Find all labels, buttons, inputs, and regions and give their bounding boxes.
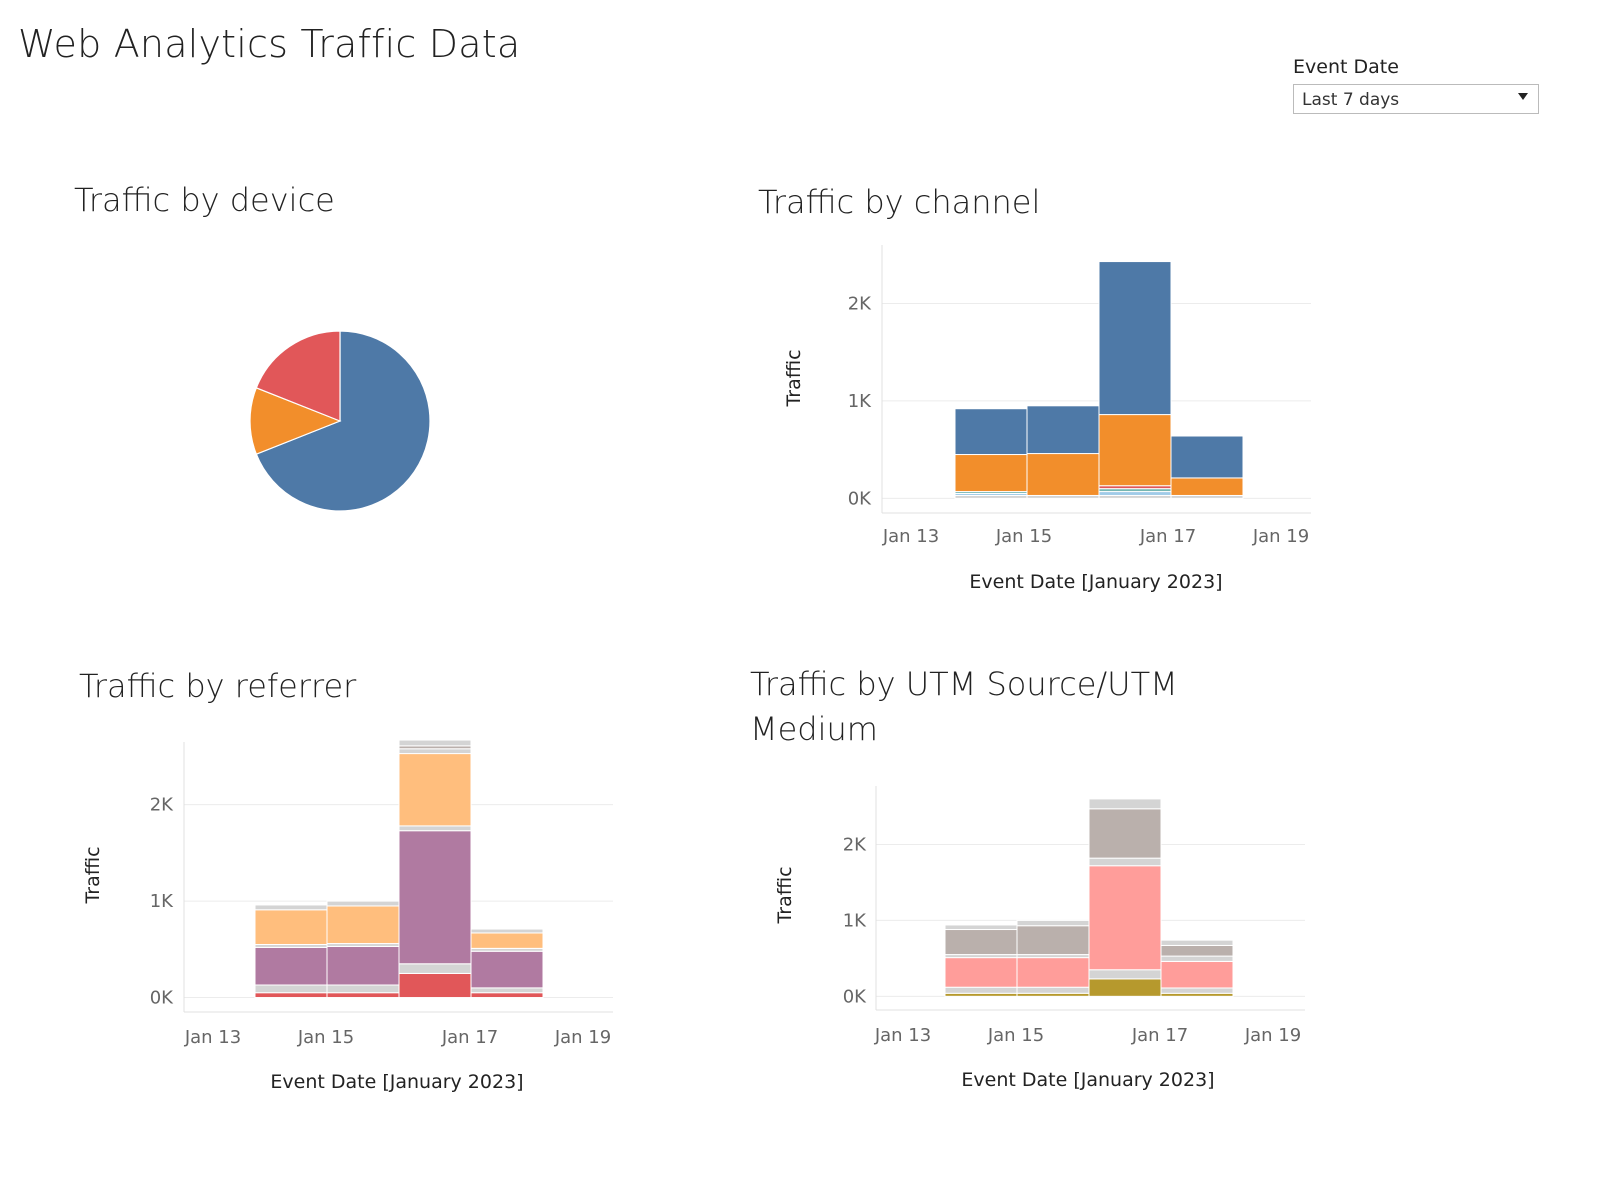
referrer-x-tick-label: Jan 17: [441, 1027, 498, 1048]
utm-x-tick-label: Jan 19: [1244, 1025, 1301, 1046]
referrer-bar-2-segment-2: [398, 830, 472, 965]
utm-bar-0-segment-5: [944, 924, 1018, 931]
referrer-bar-0-segment-1: [254, 984, 328, 994]
referrer-bar-0-segment-2: [254, 946, 328, 986]
referrer-bar-1-segment-5: [326, 900, 400, 907]
referrer-bar-1-segment-1: [326, 984, 400, 994]
utm-bar-2-segment-1: [1088, 969, 1162, 980]
utm-bar-1-segment-1: [1016, 986, 1090, 994]
utm-x-tick-label: Jan 15: [987, 1025, 1044, 1046]
channel-bar-3-segment-5: [1170, 435, 1244, 479]
channel-x-tick-label: Jan 13: [882, 526, 939, 547]
referrer-x-tick-label: Jan 13: [184, 1027, 241, 1048]
utm-y-tick-label: 0K: [843, 986, 867, 1007]
channel-bar-1-segment-4: [1026, 453, 1100, 496]
utm-bar-2-segment-4: [1088, 808, 1162, 859]
referrer-x-axis-title: Event Date [January 2023]: [270, 1071, 523, 1093]
event-date-dropdown[interactable]: Last 7 days: [1293, 84, 1539, 114]
referrer-x-tick-label: Jan 19: [554, 1027, 611, 1048]
channel-y-tick-label: 1K: [848, 391, 872, 412]
utm-x-tick-label: Jan 17: [1131, 1025, 1188, 1046]
utm-bar-2-segment-3: [1088, 857, 1162, 867]
utm-x-tick-label: Jan 13: [874, 1025, 931, 1046]
utm-bar-3-segment-1: [1160, 987, 1234, 994]
utm-bar-3-segment-2: [1160, 960, 1234, 989]
utm-chart-title: Traffic by UTM Source/UTM Medium: [750, 665, 1178, 748]
utm-bar-2-segment-0: [1088, 978, 1162, 997]
channel-bar-chart: 0K 1K 2K Jan 13 Jan 15 Jan 17 Jan 19 Event Date…: [783, 245, 1311, 593]
utm-bar-2-segment-5: [1088, 798, 1162, 810]
channel-bar-1-segment-5: [1026, 405, 1100, 455]
referrer-bar-1-segment-4: [326, 905, 400, 945]
page-title: Web Analytics Traffic Data: [18, 22, 521, 66]
referrer-y-axis-title: Traffic: [82, 846, 104, 904]
referrer-bar-3-segment-4: [470, 932, 544, 949]
referrer-bar-chart: 0K 1K 2K Jan 13 Jan 15 Jan 17 Jan 19 Event Date…: [82, 739, 613, 1093]
utm-bar-3-segment-3: [1160, 955, 1234, 962]
utm-bar-2-segment-2: [1088, 865, 1162, 971]
channel-x-axis-title: Event Date [January 2023]: [969, 571, 1222, 593]
channel-y-tick-label: 2K: [848, 293, 872, 314]
channel-bar-0-segment-5: [954, 408, 1028, 456]
referrer-bar-3-segment-2: [470, 950, 544, 989]
chevron-down-icon[interactable]: [1518, 93, 1528, 100]
channel-x-tick-label: Jan 17: [1139, 526, 1196, 547]
referrer-bar-3-segment-5: [470, 928, 544, 934]
utm-bar-chart: 0K 1K 2K Jan 13 Jan 15 Jan 17 Jan 19 Event Date…: [774, 786, 1305, 1091]
utm-bar-1-segment-2: [1016, 957, 1090, 988]
referrer-bar-0-segment-4: [254, 909, 328, 945]
utm-bar-0-segment-1: [944, 986, 1018, 994]
referrer-y-tick-label: 2K: [150, 795, 174, 816]
referrer-bar-2-segment-1: [398, 963, 472, 974]
channel-x-tick-label: Jan 15: [995, 526, 1052, 547]
referrer-bar-1-segment-0: [326, 992, 400, 999]
channel-bar-3-segment-4: [1170, 477, 1244, 496]
referrer-bar-0-segment-0: [254, 992, 328, 999]
channel-bar-0-segment-4: [954, 454, 1028, 493]
referrer-bar-2-segment-0: [398, 972, 472, 999]
referrer-y-tick-label: 0K: [150, 988, 174, 1009]
utm-y-tick-label: 2K: [843, 834, 867, 855]
utm-bar-1-segment-5: [1016, 919, 1090, 927]
referrer-bar-2-segment-5: [398, 748, 472, 755]
utm-bar-0-segment-2: [944, 957, 1018, 988]
device-chart-title: Traffic by device: [74, 181, 335, 219]
channel-y-axis-title: Traffic: [783, 349, 805, 407]
channel-y-tick-label: 0K: [848, 488, 872, 509]
pie-slice-0: [255, 330, 431, 512]
pie-slice-1: [249, 387, 342, 455]
referrer-bar-2-segment-4: [398, 753, 472, 827]
referrer-bar-0-segment-5: [254, 904, 328, 911]
device-pie-chart: [249, 330, 431, 512]
referrer-bar-1-segment-2: [326, 945, 400, 986]
event-date-selected-value: Last 7 days: [1302, 90, 1400, 110]
utm-x-axis-title: Event Date [January 2023]: [961, 1069, 1214, 1091]
channel-bar-2-segment-4: [1098, 414, 1172, 487]
referrer-chart-title: Traffic by referrer: [79, 667, 357, 705]
referrer-y-tick-label: 1K: [150, 891, 174, 912]
utm-bar-3-segment-4: [1160, 944, 1234, 957]
referrer-bar-2-segment-3: [398, 825, 472, 832]
utm-bar-1-segment-4: [1016, 925, 1090, 956]
utm-bar-0-segment-4: [944, 929, 1018, 956]
channel-bar-2-segment-5: [1098, 261, 1172, 416]
utm-y-tick-label: 1K: [843, 910, 867, 931]
channel-chart-title: Traffic by channel: [758, 183, 1041, 221]
utm-bar-3-segment-5: [1160, 939, 1234, 946]
pie-slice-2: [255, 330, 341, 422]
referrer-x-tick-label: Jan 15: [297, 1027, 354, 1048]
channel-bar-2-segment-1: [1098, 491, 1172, 496]
referrer-bar-3-segment-1: [470, 987, 544, 994]
utm-y-axis-title: Traffic: [774, 866, 796, 924]
referrer-bar-2-segment-7: [398, 739, 472, 747]
event-date-filter: Event Date Last 7 days: [1293, 56, 1543, 114]
referrer-bar-3-segment-0: [470, 992, 544, 999]
event-date-filter-label: Event Date: [1293, 56, 1399, 78]
channel-x-tick-label: Jan 19: [1252, 526, 1309, 547]
